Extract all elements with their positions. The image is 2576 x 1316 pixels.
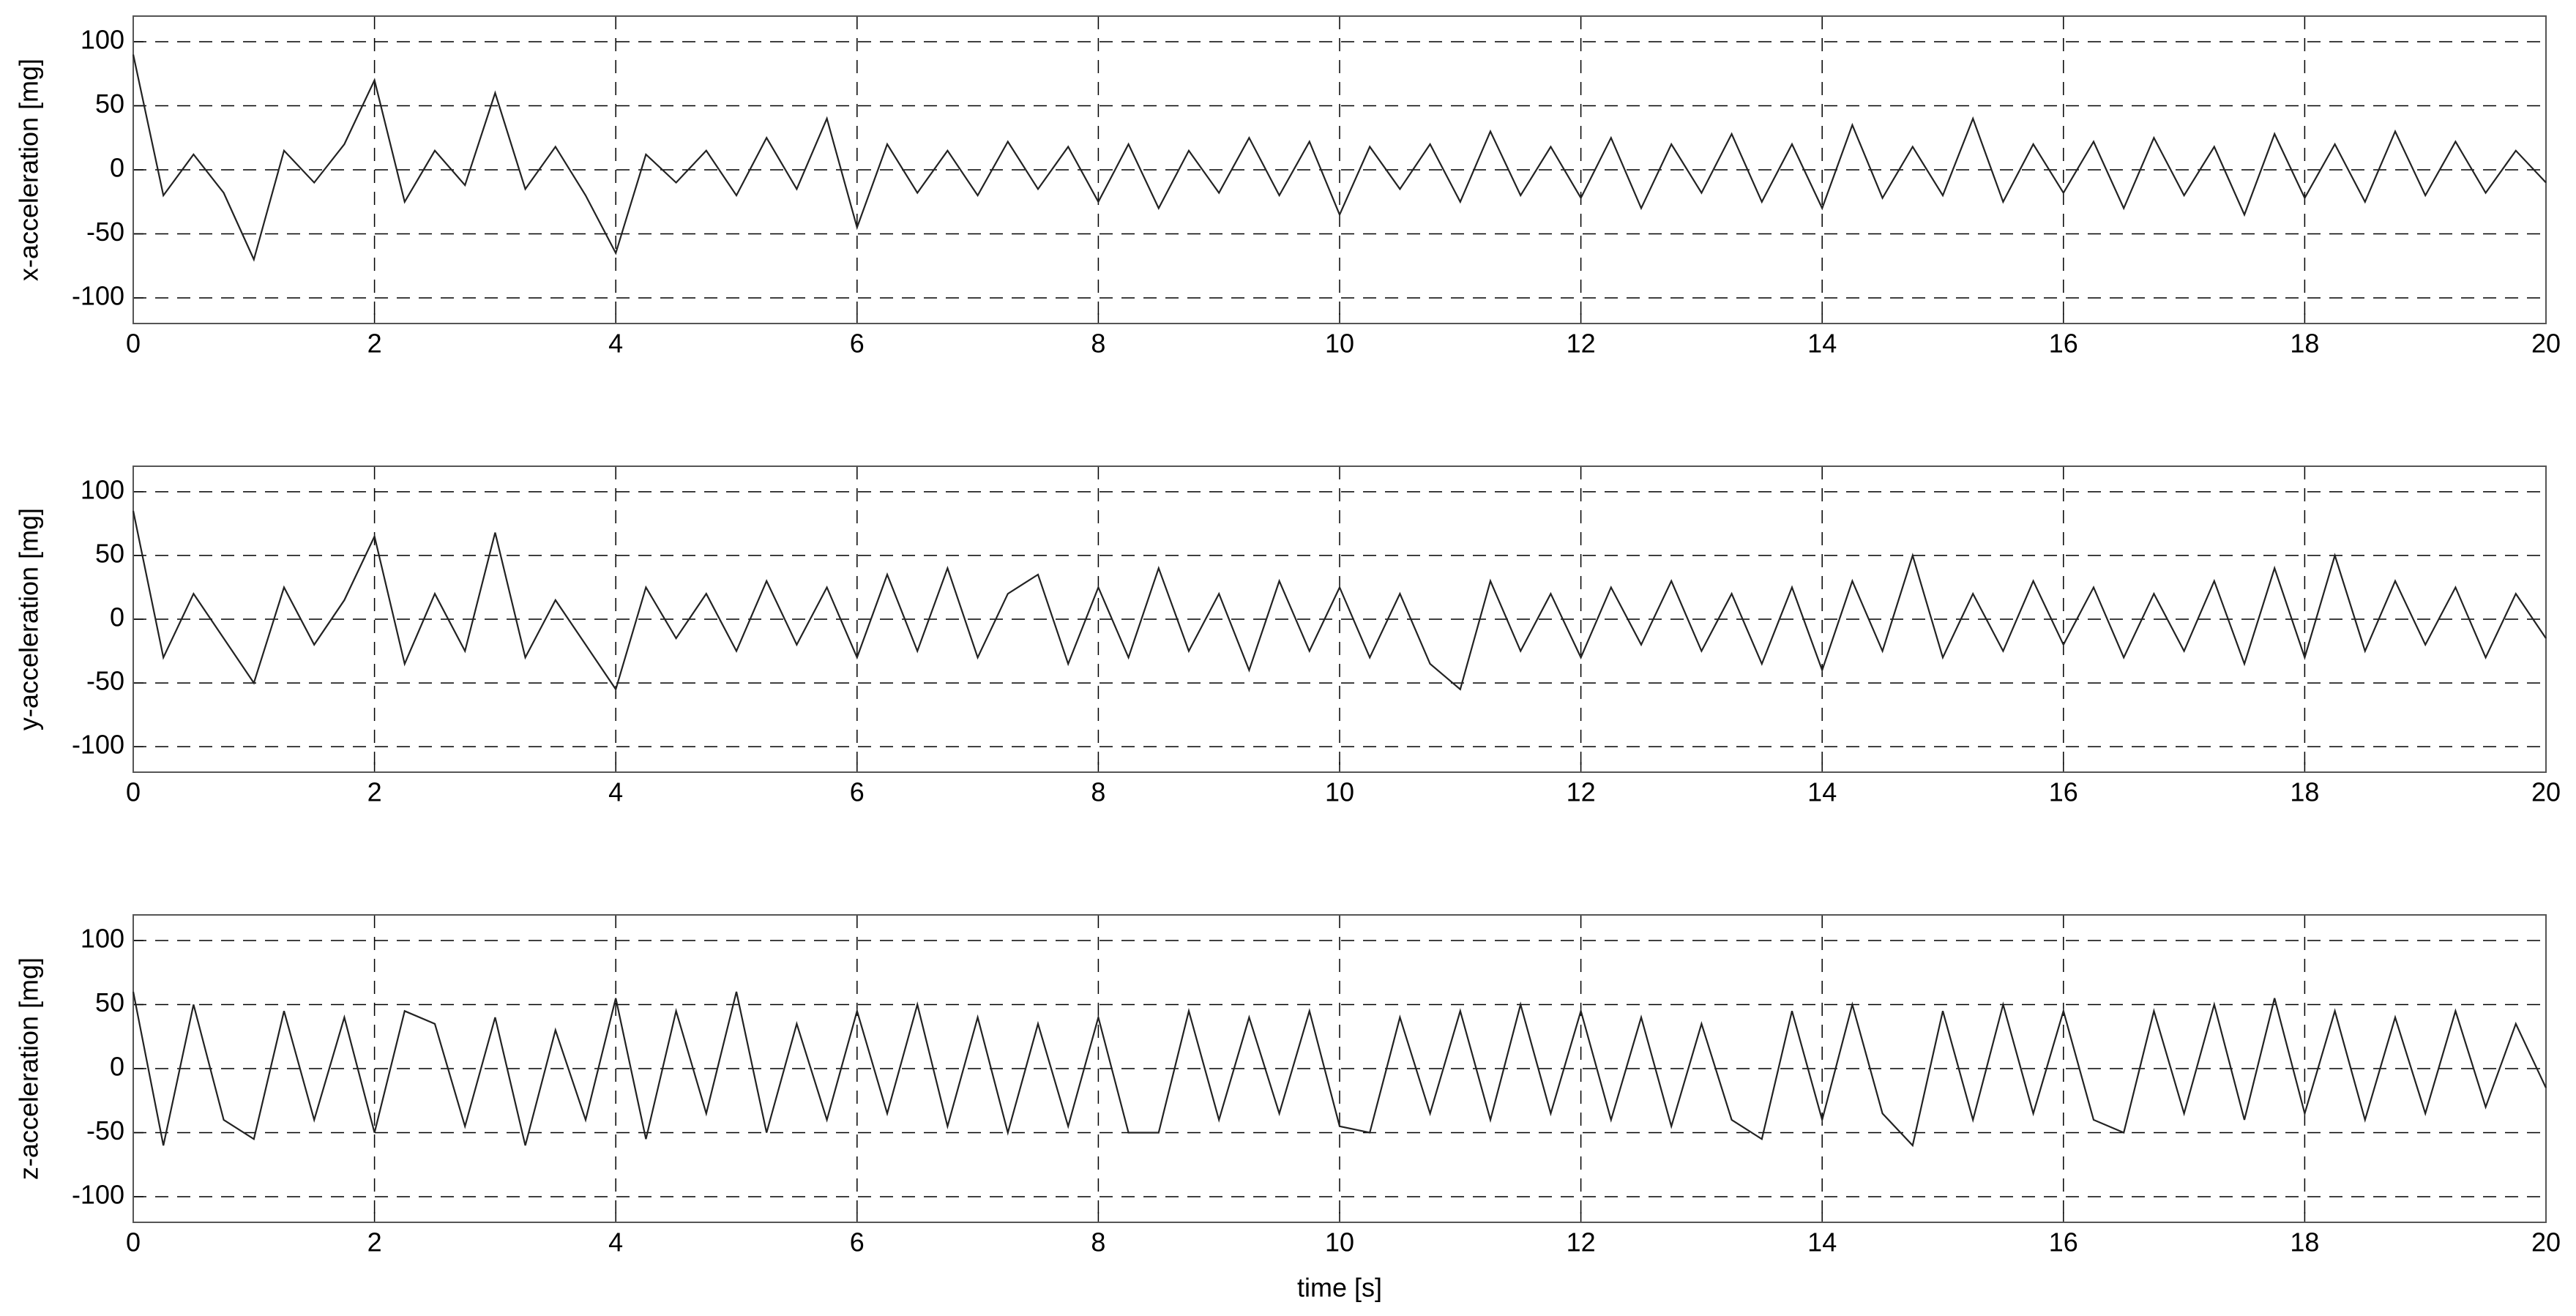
y-tick-label: 0 — [110, 1052, 124, 1082]
x-tick-label: 18 — [2290, 1227, 2319, 1257]
y-axis-label: z-acceleration [mg] — [14, 957, 44, 1180]
x-tick-label: 6 — [850, 777, 865, 807]
y-axis-label: x-acceleration [mg] — [14, 59, 44, 281]
x-tick-label: 16 — [2049, 777, 2078, 807]
x-tick-label: 20 — [2531, 777, 2561, 807]
plot-frame — [132, 15, 2547, 324]
y-tick-label: 100 — [81, 25, 124, 55]
x-tick-label: 10 — [1325, 329, 1354, 359]
data-line — [132, 510, 2547, 692]
y-axis-label: y-acceleration [mg] — [14, 508, 44, 730]
y-tick-label: 100 — [81, 474, 124, 504]
y-tick-label: 50 — [95, 89, 124, 119]
y-tick-label: -100 — [72, 730, 124, 760]
x-tick-label: 10 — [1325, 1227, 1354, 1257]
y-tick-label: -50 — [86, 1115, 124, 1145]
x-tick-label: 6 — [850, 1227, 865, 1257]
x-tick-label: 16 — [2049, 1227, 2078, 1257]
x-tick-label: 0 — [126, 329, 141, 359]
x-tick-label: 0 — [126, 777, 141, 807]
x-tick-label: 12 — [1567, 777, 1596, 807]
x-tick-label: 4 — [608, 329, 623, 359]
x-tick-label: 12 — [1567, 329, 1596, 359]
y-tick-label: -50 — [86, 217, 124, 247]
x-tick-label: 6 — [850, 329, 865, 359]
plot-frame — [132, 466, 2547, 773]
x-tick-label: 20 — [2531, 1227, 2561, 1257]
x-tick-label: 4 — [608, 1227, 623, 1257]
x-tick-label: 12 — [1567, 1227, 1596, 1257]
x-tick-label: 20 — [2531, 329, 2561, 359]
x-tick-label: 14 — [1807, 329, 1837, 359]
plot-frame — [132, 914, 2547, 1223]
y-tick-label: 0 — [110, 602, 124, 632]
x-tick-label: 18 — [2290, 329, 2319, 359]
data-line — [132, 991, 2547, 1148]
x-tick-label: 2 — [367, 1227, 382, 1257]
y-tick-label: -50 — [86, 666, 124, 696]
x-tick-label: 8 — [1091, 777, 1105, 807]
data-line — [132, 54, 2547, 262]
y-tick-label: -100 — [72, 1180, 124, 1210]
x-tick-label: 8 — [1091, 1227, 1105, 1257]
x-axis-label: time [s] — [1297, 1273, 1382, 1303]
x-tick-label: 0 — [126, 1227, 141, 1257]
y-tick-label: 0 — [110, 153, 124, 183]
x-tick-label: 2 — [367, 329, 382, 359]
x-tick-label: 14 — [1807, 777, 1837, 807]
y-tick-label: -100 — [72, 281, 124, 311]
y-tick-label: 100 — [81, 924, 124, 954]
x-tick-label: 18 — [2290, 777, 2319, 807]
x-tick-label: 8 — [1091, 329, 1105, 359]
x-tick-label: 2 — [367, 777, 382, 807]
x-tick-label: 10 — [1325, 777, 1354, 807]
y-tick-label: 50 — [95, 538, 124, 568]
x-tick-label: 4 — [608, 777, 623, 807]
x-tick-label: 14 — [1807, 1227, 1837, 1257]
y-tick-label: 50 — [95, 987, 124, 1017]
x-tick-label: 16 — [2049, 329, 2078, 359]
